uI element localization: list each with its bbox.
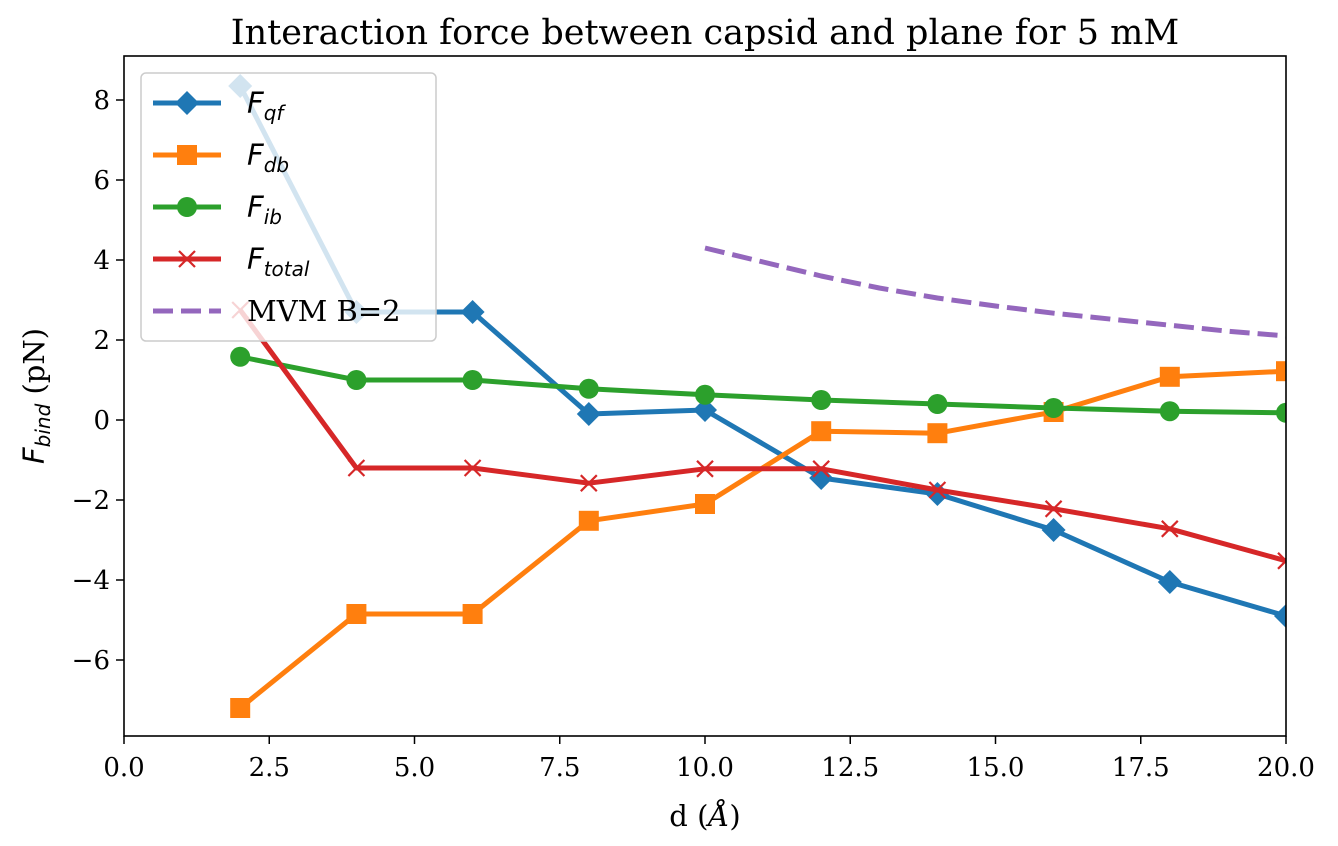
data-point-f-qf [1157, 570, 1182, 594]
legend-box [140, 72, 437, 342]
y-tick-label: 8 [93, 86, 110, 116]
x-tick-label: 10.0 [676, 753, 734, 783]
x-tick-label: 17.5 [1112, 753, 1170, 783]
data-point-f-total [928, 481, 947, 499]
data-point-f-ib [1276, 402, 1286, 423]
data-point-f-db [927, 423, 948, 444]
x-axis-label-symbol: Å [705, 798, 729, 833]
y-axis-label-sub: bind [31, 403, 55, 447]
data-point-f-total [1044, 500, 1063, 518]
x-axis-label-close: ) [729, 799, 740, 833]
series-layer [228, 74, 1286, 718]
series-f-db [230, 361, 1286, 718]
data-point-f-db [578, 510, 599, 531]
data-point-f-qf [925, 482, 950, 506]
data-point-f-qf [1274, 604, 1286, 628]
data-point-f-qf [460, 300, 485, 324]
data-point-f-ib [695, 384, 715, 405]
legend-marker [175, 91, 199, 115]
legend-label: Fqf [247, 86, 286, 125]
data-point-f-total [696, 460, 714, 478]
legend-item-f-db: Fdb [153, 138, 289, 177]
data-point-f-db [1159, 366, 1180, 387]
data-point-f-ib [1043, 398, 1064, 418]
data-point-f-db [1276, 361, 1286, 382]
x-tick-label: 5.0 [394, 753, 435, 783]
data-point-f-total [812, 460, 830, 478]
data-point-f-ib [462, 370, 483, 390]
series-f-ib [230, 346, 1286, 423]
y-axis-label-unit: (pN) [17, 328, 51, 404]
series-line-f-ib [239, 354, 1286, 416]
y-axis: −6 −4 −2 0 2 4 6 8 [72, 86, 124, 676]
y-tick-label: 2 [93, 326, 110, 356]
data-point-f-total [1277, 552, 1286, 570]
data-point-f-ib [1159, 401, 1180, 422]
y-tick-label: −6 [72, 646, 110, 676]
x-tick-label: 7.5 [539, 753, 580, 783]
legend-label: Fib [247, 190, 282, 229]
series-line-f-db [238, 368, 1286, 710]
x-tick-label: 15.0 [967, 753, 1025, 783]
data-point-f-db [462, 604, 483, 624]
data-point-f-total [580, 474, 598, 492]
legend-item-mvm-b-2: MVM B=2 [153, 294, 401, 328]
x-axis: 0.0 2.5 5.0 7.5 10.0 12.5 15.0 17.5 20.0 [103, 736, 1315, 783]
series-line-mvm-b-2 [704, 245, 1286, 339]
x-axis-label: d (Å) [669, 798, 740, 833]
y-tick-label: −4 [72, 566, 110, 596]
y-tick-label: 4 [93, 246, 110, 276]
x-tick-label: 0.0 [103, 753, 144, 783]
series-mvm-b-2 [704, 245, 1286, 339]
data-point-f-ib [230, 346, 251, 367]
x-tick-label: 20.0 [1257, 753, 1315, 783]
chart-title: Interaction force between capsid and pla… [231, 13, 1179, 53]
data-point-f-ib [578, 378, 599, 399]
y-tick-label: −2 [72, 486, 110, 516]
legend-item-f-ib: Fib [153, 190, 282, 229]
data-point-f-total [347, 459, 366, 477]
data-point-f-ib [346, 370, 367, 390]
data-point-f-db [346, 604, 367, 624]
data-point-f-ib [927, 394, 948, 414]
y-axis-label: Fbind (pN) [17, 328, 55, 464]
legend-marker [177, 145, 197, 165]
legend-label: Ftotal [247, 242, 310, 281]
y-axis-label-main: F [17, 446, 51, 464]
y-tick-label: 0 [93, 406, 110, 436]
legend-item-f-total: Ftotal [153, 242, 310, 281]
legend-marker [177, 197, 197, 217]
data-point-f-db [695, 494, 715, 514]
data-point-f-db [230, 698, 251, 718]
data-point-f-total [1161, 520, 1179, 538]
x-axis-label-main: d ( [669, 799, 708, 833]
data-point-f-qf [693, 398, 717, 422]
legend-marker [178, 250, 196, 268]
series-line-f-total [238, 308, 1286, 564]
legend-item-f-qf: Fqf [153, 86, 286, 125]
data-point-f-total [463, 459, 482, 477]
x-tick-label: 12.5 [821, 753, 879, 783]
x-tick-label: 2.5 [249, 753, 290, 783]
data-point-f-ib [811, 390, 832, 410]
legend: Fqf Fdb Fib Ftotal MVM B=2 [140, 72, 437, 342]
y-tick-label: 6 [93, 166, 110, 196]
data-point-f-db [811, 421, 832, 442]
legend-label: Fdb [247, 138, 289, 177]
legend-label: MVM B=2 [247, 294, 401, 328]
data-point-f-qf [576, 402, 601, 426]
data-point-f-qf [1041, 518, 1066, 542]
series-f-total [231, 301, 1286, 570]
